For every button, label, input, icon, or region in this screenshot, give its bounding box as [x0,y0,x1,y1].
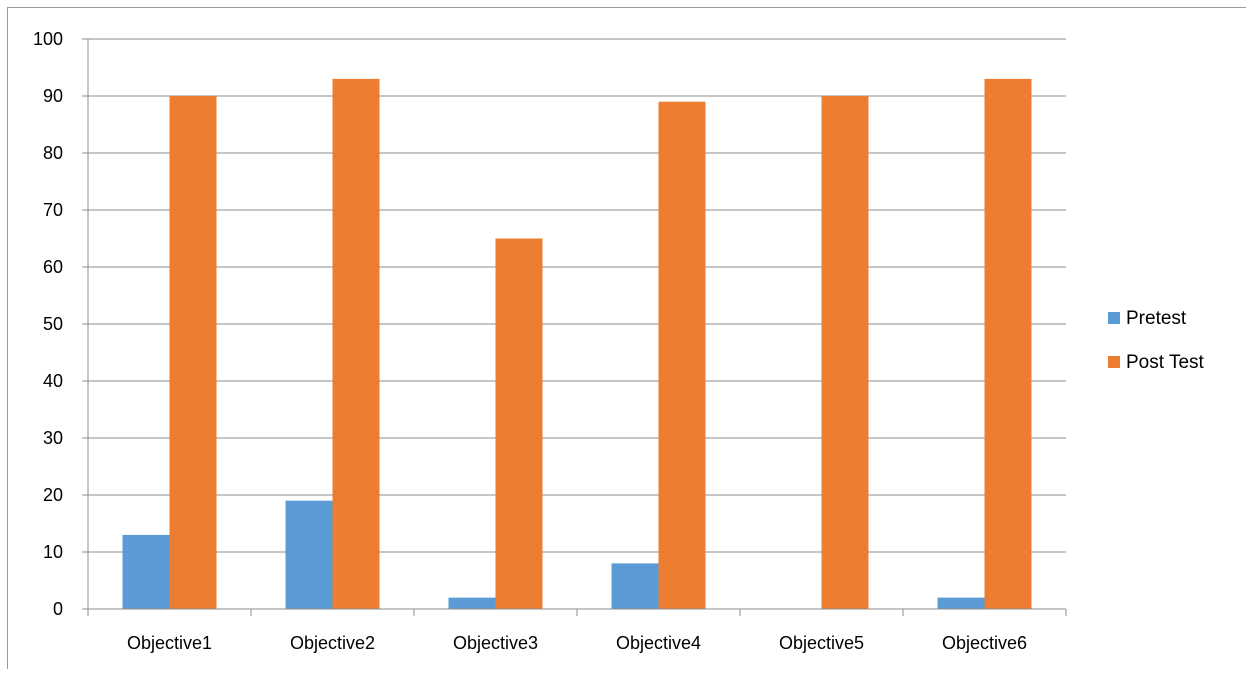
legend-swatch [1108,312,1120,324]
y-tick-label: 60 [43,257,63,277]
x-tick-label: Objective2 [290,633,375,653]
gridlines [82,38,1066,610]
bar-post-test [984,78,1032,609]
legend-label: Pretest [1126,308,1187,329]
bar-pretest [448,597,496,609]
x-tick-label: Objective6 [942,633,1027,653]
y-tick-label: 90 [43,86,63,106]
bar-post-test [821,96,869,609]
y-tick-label: 50 [43,314,63,334]
bar-post-test [169,96,217,609]
x-tick-label: Objective3 [453,633,538,653]
y-axis-tick-labels: 0 10 20 30 40 50 60 70 80 90 100 [33,29,63,619]
y-tick-label: 70 [43,200,63,220]
legend-swatch [1108,356,1120,368]
bar-post-test [495,238,543,609]
legend-label: Post Test [1126,352,1205,373]
x-axis-tick-labels: Objective1 Objective2 Objective3 Objective4… [127,633,1027,653]
y-tick-label: 10 [43,542,63,562]
x-tick-label: Objective5 [779,633,864,653]
bar-pretest [285,500,333,609]
y-tick-label: 80 [43,143,63,163]
y-tick-label: 40 [43,371,63,391]
bar-pretest [122,534,170,609]
chart-frame [7,7,1246,669]
y-tick-label: 30 [43,428,63,448]
x-tick-label: Objective4 [616,633,701,653]
y-tick-label: 20 [43,485,63,505]
bar-pretest [937,597,985,609]
y-tick-label: 0 [53,599,63,619]
bars [122,78,1032,609]
bar-post-test [658,101,706,609]
y-tick-label: 100 [33,29,63,49]
bar-post-test [332,78,380,609]
axes [87,39,1067,616]
legend: Pretest Post Test [1108,308,1205,373]
bar-pretest [611,563,659,609]
x-tick-label: Objective1 [127,633,212,653]
